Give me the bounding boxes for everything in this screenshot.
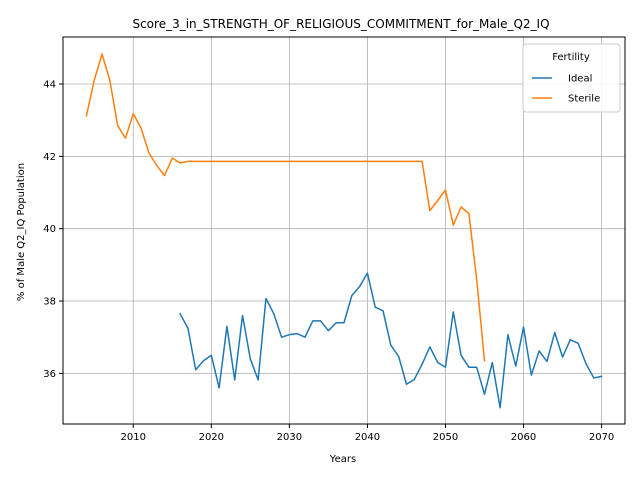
y-tick-label: 44	[43, 80, 56, 91]
series-line-ideal	[179, 272, 603, 409]
chart-title: Score_3_in_STRENGTH_OF_RELIGIOUS_COMMITM…	[132, 17, 549, 31]
y-axis-label: % of Male Q2_IQ Population	[16, 163, 27, 301]
legend-items: Ideal Sterile	[532, 74, 600, 105]
x-tick-label: 2030	[277, 432, 302, 443]
x-tick-label: 2050	[433, 432, 458, 443]
legend-title: Fertility	[552, 52, 590, 63]
x-tick-label: 2020	[199, 432, 224, 443]
legend-label-sterile: Sterile	[568, 94, 600, 105]
x-tick-label: 2040	[355, 432, 380, 443]
x-axis-label: Years	[329, 454, 356, 465]
series-layer	[85, 53, 603, 409]
legend: Fertility Ideal Sterile	[522, 43, 621, 113]
x-tick-label: 2070	[589, 432, 614, 443]
x-tick-label: 2060	[511, 432, 536, 443]
x-tick-label: 2010	[121, 432, 146, 443]
legend-label-ideal: Ideal	[568, 74, 592, 85]
y-tick-label: 42	[43, 152, 56, 163]
y-tick-label: 36	[43, 369, 56, 380]
grid-lines	[63, 37, 625, 424]
legend-box	[522, 43, 621, 113]
series-line-sterile	[85, 53, 486, 362]
y-tick-label: 38	[43, 297, 56, 308]
plot-frame	[62, 36, 626, 425]
y-tick-label: 40	[43, 224, 56, 235]
y-axis: 36 38 40 42 44	[43, 80, 63, 380]
x-axis: 2010 2020 2030 2040 2050 2060 2070	[121, 424, 614, 443]
